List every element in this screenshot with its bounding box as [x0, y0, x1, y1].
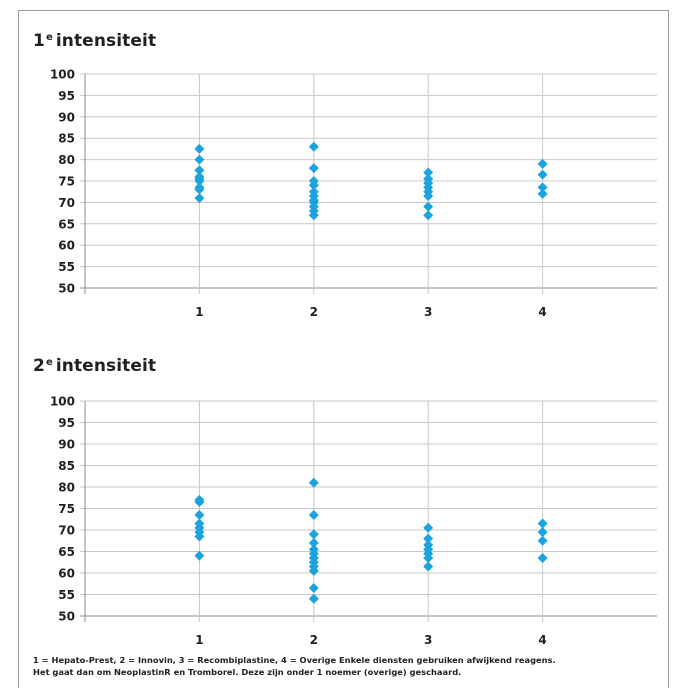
data-point-marker — [194, 531, 205, 542]
data-point-marker — [308, 565, 319, 576]
data-point-marker — [423, 552, 434, 563]
x-tick-label: 1 — [195, 633, 203, 647]
data-point-marker — [537, 182, 548, 193]
data-point-marker — [194, 550, 205, 561]
x-tick-label: 3 — [424, 633, 432, 647]
data-point-marker — [308, 210, 319, 221]
y-tick-label: 65 — [58, 217, 75, 231]
data-point-marker — [423, 190, 434, 201]
data-point-marker — [537, 552, 548, 563]
data-point-marker — [423, 533, 434, 544]
data-point-marker — [308, 593, 319, 604]
data-point-marker — [194, 193, 205, 204]
chart-1-title-number: 1 — [33, 31, 45, 51]
y-tick-label: 95 — [58, 89, 75, 103]
x-tick-label: 4 — [538, 305, 546, 319]
chart-1: 50 55 60 65 70 75 80 85 90 95 100 1 2 3 4 — [50, 68, 657, 319]
data-point-marker — [194, 143, 205, 154]
data-point-marker — [194, 497, 205, 508]
chart-2-title: 2e intensiteit — [33, 356, 156, 376]
y-tick-label: 70 — [58, 196, 75, 210]
data-point-marker — [423, 522, 434, 533]
data-point-marker — [308, 141, 319, 152]
chart-2-title-superscript: e — [45, 357, 53, 368]
y-tick-label: 80 — [58, 153, 75, 167]
chart-2: 50 55 60 65 70 75 80 85 90 95 100 1 2 3 4 — [50, 395, 657, 647]
chart-1-title-text: intensiteit — [55, 31, 157, 51]
data-point-marker — [537, 169, 548, 180]
x-tick-label: 1 — [195, 305, 203, 319]
footnote-line-2: Het gaat dan om NeoplastinR en Tromborel… — [33, 666, 462, 677]
y-tick-label: 85 — [58, 459, 75, 473]
data-point-marker — [537, 518, 548, 529]
y-tick-label: 60 — [58, 239, 75, 253]
footnote: 1 = Hepato-Prest, 2 = Innovin, 3 = Recom… — [33, 655, 663, 678]
data-point-marker — [537, 527, 548, 538]
y-tick-label: 70 — [58, 524, 75, 538]
data-point-marker — [423, 561, 434, 572]
data-point-marker — [308, 583, 319, 594]
data-point-marker — [537, 158, 548, 169]
y-tick-label: 60 — [58, 567, 75, 581]
data-point-marker — [423, 167, 434, 178]
data-point-marker — [194, 165, 205, 176]
figure-frame — [18, 10, 669, 688]
chart-1-title-superscript: e — [45, 32, 53, 43]
data-point-marker — [194, 176, 205, 186]
data-point-marker — [308, 509, 319, 520]
data-point-marker — [308, 529, 319, 540]
y-tick-label: 75 — [58, 502, 75, 516]
data-point-marker — [194, 509, 205, 520]
y-tick-label: 50 — [58, 610, 75, 624]
y-tick-label: 90 — [58, 438, 75, 452]
y-tick-label: 85 — [58, 132, 75, 146]
x-tick-label: 2 — [310, 633, 318, 647]
y-tick-label: 55 — [58, 588, 75, 602]
y-tick-label: 55 — [58, 260, 75, 274]
data-point-marker — [423, 210, 434, 221]
y-tick-label: 90 — [58, 110, 75, 124]
data-point-marker — [423, 201, 434, 212]
y-tick-label: 65 — [58, 545, 75, 559]
footnote-line-1: 1 = Hepato-Prest, 2 = Innovin, 3 = Recom… — [33, 655, 556, 665]
x-tick-label: 4 — [538, 633, 546, 647]
x-tick-label: 2 — [310, 305, 318, 319]
data-point-marker — [308, 180, 319, 191]
chart-2-title-number: 2 — [33, 356, 45, 376]
y-tick-label: 80 — [58, 481, 75, 495]
y-tick-label: 100 — [50, 395, 75, 409]
chart-2-title-text: intensiteit — [55, 356, 157, 376]
y-tick-label: 50 — [58, 282, 75, 296]
chart-1-title: 1e intensiteit — [33, 31, 156, 51]
data-point-marker — [537, 188, 548, 199]
data-point-marker — [537, 535, 548, 546]
data-point-marker — [194, 184, 205, 195]
data-point-marker — [308, 537, 319, 548]
data-point-marker — [308, 477, 319, 488]
data-point-marker — [194, 154, 205, 165]
data-point-marker — [308, 163, 319, 174]
y-tick-label: 100 — [50, 68, 75, 82]
y-tick-label: 95 — [58, 416, 75, 430]
y-tick-label: 75 — [58, 175, 75, 189]
x-tick-label: 3 — [424, 305, 432, 319]
